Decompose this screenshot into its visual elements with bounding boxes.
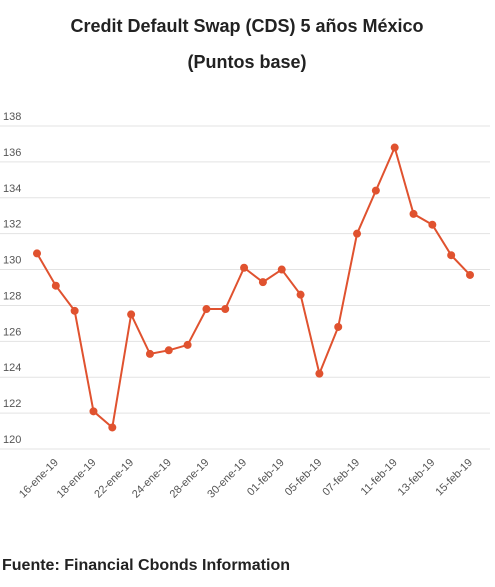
y-tick-label: 134 (3, 183, 21, 195)
point (428, 220, 437, 229)
point (277, 265, 286, 274)
y-tick-label: 136 (3, 147, 21, 159)
x-tick-label: 15-feb-19 (433, 457, 475, 499)
point (108, 423, 117, 432)
source: Fuente: Financial Cbonds Information (2, 557, 290, 574)
point (296, 290, 305, 299)
point (390, 143, 399, 152)
point (202, 305, 211, 314)
x-tick-label: 28-ene-19 (168, 457, 212, 501)
x-tick-label: 11-feb-19 (359, 457, 400, 498)
point (258, 278, 267, 287)
chart-subtitle: (Puntos base) (187, 52, 306, 72)
point (89, 407, 98, 416)
point (447, 251, 456, 260)
point (315, 369, 324, 378)
x-tick-label: 01-feb-19 (245, 457, 287, 499)
point (164, 346, 173, 355)
x-tick-label: 07-feb-19 (320, 457, 362, 499)
x-tick-label: 13-feb-19 (396, 457, 438, 499)
y-tick-label: 122 (3, 398, 21, 410)
x-tick-label: 16-ene-19 (17, 457, 61, 501)
y-tick-label: 128 (3, 290, 21, 302)
point (334, 322, 343, 331)
point (353, 229, 362, 238)
y-tick-label: 124 (3, 362, 21, 374)
line (36, 144, 471, 430)
y-tick-label: 120 (3, 434, 21, 446)
point (51, 281, 60, 290)
x-tick-label: 30-ene-19 (205, 457, 249, 501)
y-tick-label: 132 (3, 219, 21, 231)
y-tick-label: 130 (3, 255, 21, 267)
point (466, 270, 474, 279)
x-tick-label: 24-ene-19 (130, 457, 174, 501)
point (409, 209, 418, 218)
point (33, 249, 41, 258)
point (70, 306, 79, 315)
y-tick-label: 138 (3, 111, 21, 123)
point (145, 349, 154, 358)
chart-title: Credit Default Swap (CDS) 5 años México (70, 16, 423, 36)
y-tick-label: 126 (3, 326, 21, 338)
x-tick-label: 22-ene-19 (92, 457, 136, 501)
point (127, 310, 136, 319)
point (240, 263, 249, 272)
x-tick-label: 18-ene-19 (55, 457, 99, 501)
point (183, 340, 192, 349)
x-tick-label: 05-feb-19 (283, 457, 325, 499)
point (371, 186, 380, 195)
point (221, 305, 230, 314)
